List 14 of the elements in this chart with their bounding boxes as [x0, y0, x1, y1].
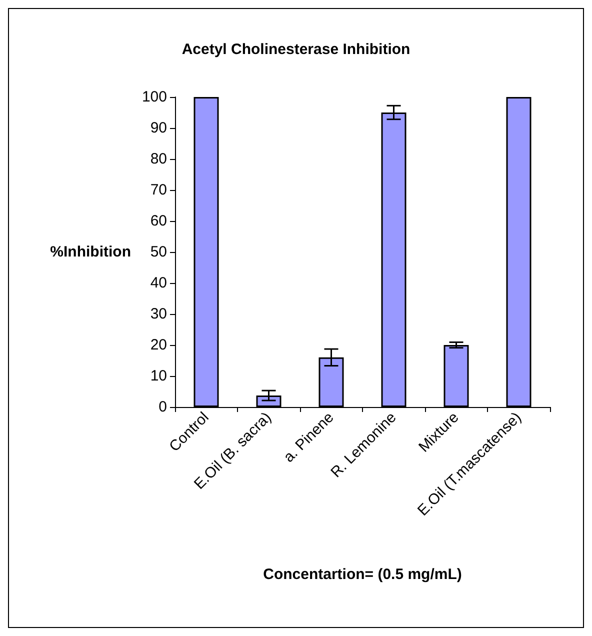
x-axis-title: Concentartion= (0.5 mg/mL) — [263, 566, 462, 583]
y-tick-label: 80 — [150, 150, 167, 168]
y-tick-label: 60 — [150, 212, 167, 230]
y-tick-label: 0 — [158, 398, 167, 416]
y-tick-label: 50 — [150, 244, 167, 260]
y-tick-label: 20 — [150, 336, 167, 354]
y-tick-label: 30 — [150, 306, 167, 322]
y-tick-label: 90 — [150, 120, 167, 136]
chart-title: Acetyl Cholinesterase Inhibition — [182, 41, 410, 58]
y-axis-title: %Inhibition — [50, 244, 131, 260]
y-tick-label: 100 — [142, 88, 167, 106]
y-tick-label: 40 — [150, 274, 167, 292]
y-tick-label: 10 — [150, 368, 167, 384]
y-tick-label: 70 — [150, 182, 167, 198]
